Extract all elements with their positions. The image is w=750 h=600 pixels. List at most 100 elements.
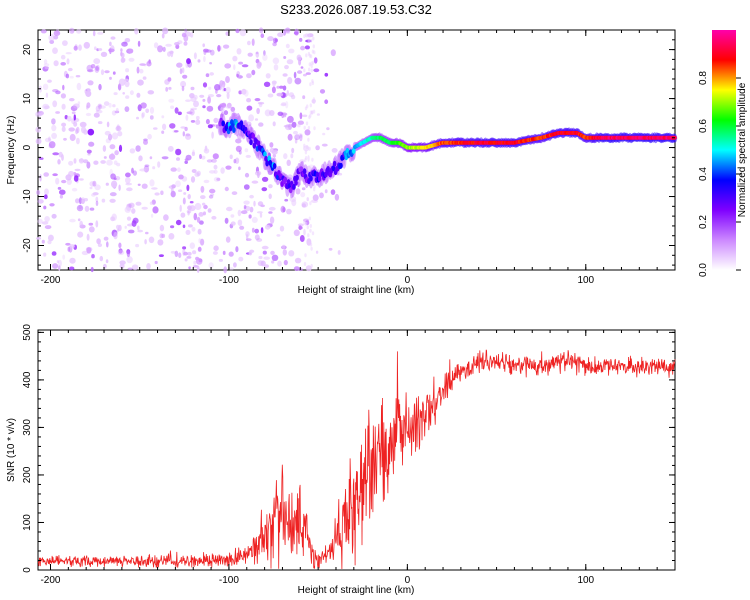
noise-blob bbox=[313, 57, 318, 64]
noise-blob bbox=[143, 139, 148, 145]
noise-blob bbox=[206, 105, 214, 112]
noise-blob bbox=[300, 45, 306, 51]
noise-blob bbox=[137, 79, 144, 86]
noise-blob bbox=[86, 247, 92, 254]
noise-blob bbox=[222, 250, 226, 255]
noise-blob bbox=[100, 51, 108, 58]
track-core bbox=[294, 179, 298, 186]
noise-blob bbox=[251, 38, 255, 46]
noise-blob bbox=[225, 236, 231, 243]
y-tick-label: 300 bbox=[22, 419, 33, 436]
noise-blob bbox=[220, 106, 225, 113]
noise-blob bbox=[68, 170, 75, 177]
noise-blob bbox=[225, 165, 232, 170]
y-tick-label: -10 bbox=[22, 189, 33, 204]
noise-blob bbox=[283, 56, 287, 59]
noise-blob bbox=[89, 207, 95, 211]
noise-blob bbox=[169, 123, 176, 129]
noise-blob bbox=[246, 238, 252, 242]
noise-blob bbox=[197, 59, 201, 63]
noise-blob bbox=[299, 235, 305, 242]
noise-blob bbox=[223, 44, 230, 49]
noise-blob bbox=[199, 220, 204, 225]
noise-blob bbox=[131, 220, 137, 227]
noise-blob bbox=[69, 133, 76, 142]
noise-blob bbox=[98, 48, 103, 51]
noise-blob bbox=[111, 110, 117, 116]
noise-blob bbox=[153, 127, 158, 130]
noise-blob bbox=[272, 121, 276, 127]
noise-blob bbox=[118, 224, 122, 232]
noise-blob bbox=[321, 143, 328, 147]
noise-blob bbox=[246, 73, 252, 79]
noise-blob bbox=[251, 216, 258, 223]
noise-blob bbox=[103, 156, 107, 159]
noise-blob bbox=[168, 233, 175, 240]
noise-blob bbox=[244, 172, 250, 178]
noise-blob bbox=[145, 231, 149, 235]
noise-blob bbox=[53, 60, 59, 67]
noise-blob bbox=[84, 205, 90, 212]
noise-blob bbox=[66, 58, 70, 65]
noise-blob bbox=[142, 76, 147, 80]
noise-blob bbox=[141, 112, 144, 119]
noise-blob bbox=[253, 200, 256, 207]
noise-blob bbox=[108, 48, 115, 53]
noise-blob bbox=[237, 209, 242, 217]
noise-blob bbox=[183, 41, 188, 46]
noise-blob bbox=[297, 120, 304, 125]
noise-blob bbox=[145, 108, 150, 114]
noise-blob bbox=[77, 231, 84, 238]
noise-blob bbox=[307, 38, 311, 43]
noise-blob bbox=[259, 212, 263, 218]
noise-blob bbox=[165, 43, 172, 47]
noise-blob bbox=[111, 180, 118, 188]
noise-blob bbox=[308, 62, 311, 67]
noise-blob bbox=[256, 107, 260, 115]
noise-blob bbox=[223, 266, 227, 274]
noise-blob bbox=[287, 133, 293, 141]
noise-blob bbox=[44, 188, 49, 196]
noise-blob bbox=[36, 237, 42, 240]
noise-blob bbox=[254, 234, 260, 241]
noise-blob bbox=[136, 92, 141, 98]
noise-blob bbox=[288, 250, 295, 257]
noise-blob bbox=[310, 263, 313, 268]
noise-blob bbox=[109, 198, 116, 203]
noise-blob bbox=[146, 60, 152, 67]
noise-blob bbox=[74, 168, 81, 172]
noise-blob bbox=[191, 226, 196, 232]
noise-blob bbox=[309, 224, 312, 228]
noise-blob bbox=[103, 236, 109, 241]
noise-blob bbox=[111, 132, 119, 140]
noise-blob bbox=[312, 194, 319, 201]
noise-blob bbox=[282, 113, 287, 118]
noise-blob bbox=[48, 33, 55, 42]
noise-blob bbox=[118, 144, 123, 152]
noise-blob bbox=[258, 255, 263, 260]
noise-blob bbox=[108, 102, 112, 108]
noise-blob bbox=[77, 101, 81, 105]
noise-blob bbox=[247, 52, 253, 57]
noise-blob bbox=[235, 28, 240, 34]
noise-blob bbox=[277, 260, 282, 267]
noise-blob bbox=[174, 107, 179, 114]
noise-blob bbox=[224, 217, 229, 224]
noise-blob bbox=[153, 42, 159, 49]
spectrogram-x-ticks: -200 -100 0 100 bbox=[40, 30, 676, 286]
noise-blob bbox=[305, 53, 308, 58]
noise-blob bbox=[120, 57, 126, 63]
noise-blob bbox=[189, 108, 195, 116]
noise-blob bbox=[122, 57, 126, 62]
noise-blob bbox=[165, 87, 169, 92]
noise-blob bbox=[186, 184, 190, 191]
noise-blob bbox=[60, 54, 66, 60]
noise-blob bbox=[208, 195, 214, 199]
noise-blob bbox=[78, 44, 82, 51]
noise-blob bbox=[181, 33, 187, 38]
noise-blob bbox=[203, 211, 206, 216]
noise-blob bbox=[52, 173, 58, 177]
noise-blob bbox=[96, 238, 101, 245]
noise-blob bbox=[319, 192, 324, 199]
noise-blob bbox=[299, 134, 303, 142]
